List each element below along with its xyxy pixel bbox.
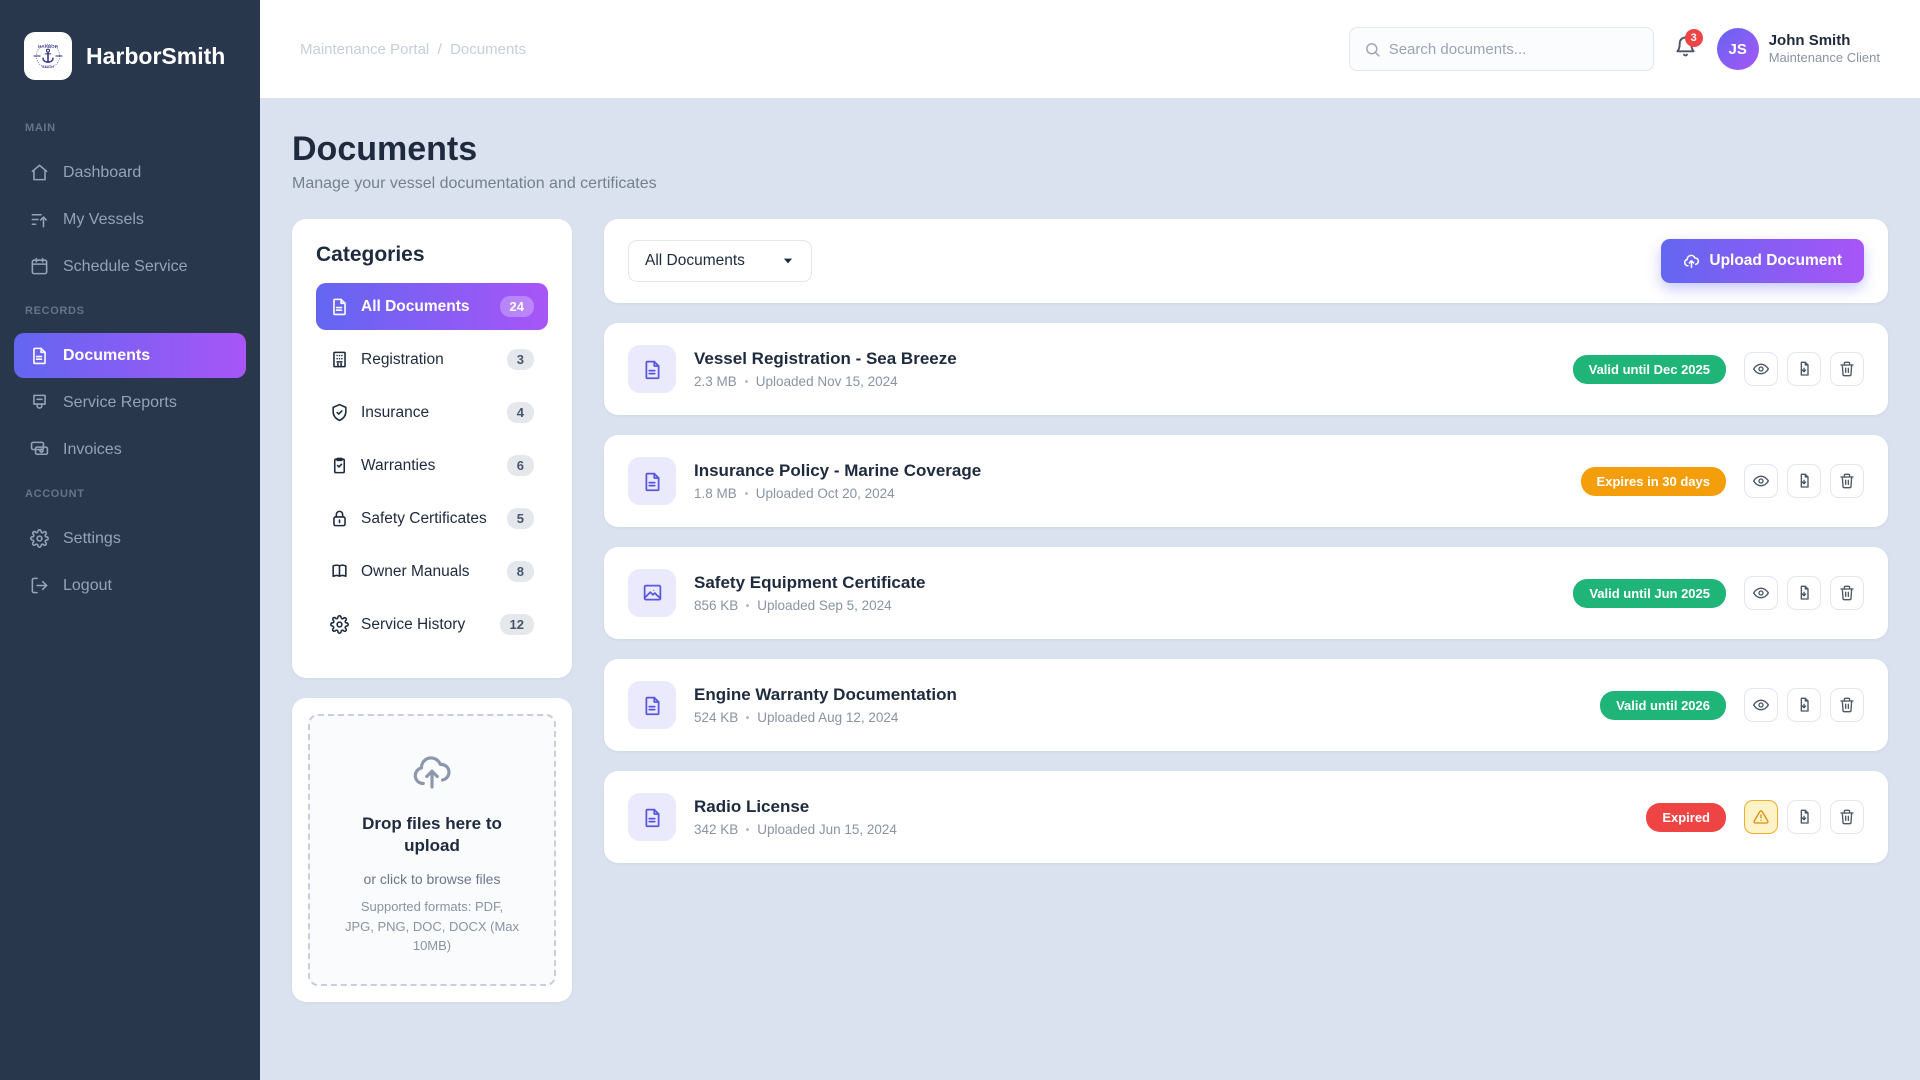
svg-text:HARBOR: HARBOR [38, 44, 59, 49]
svg-text:SMITH: SMITH [42, 65, 54, 69]
